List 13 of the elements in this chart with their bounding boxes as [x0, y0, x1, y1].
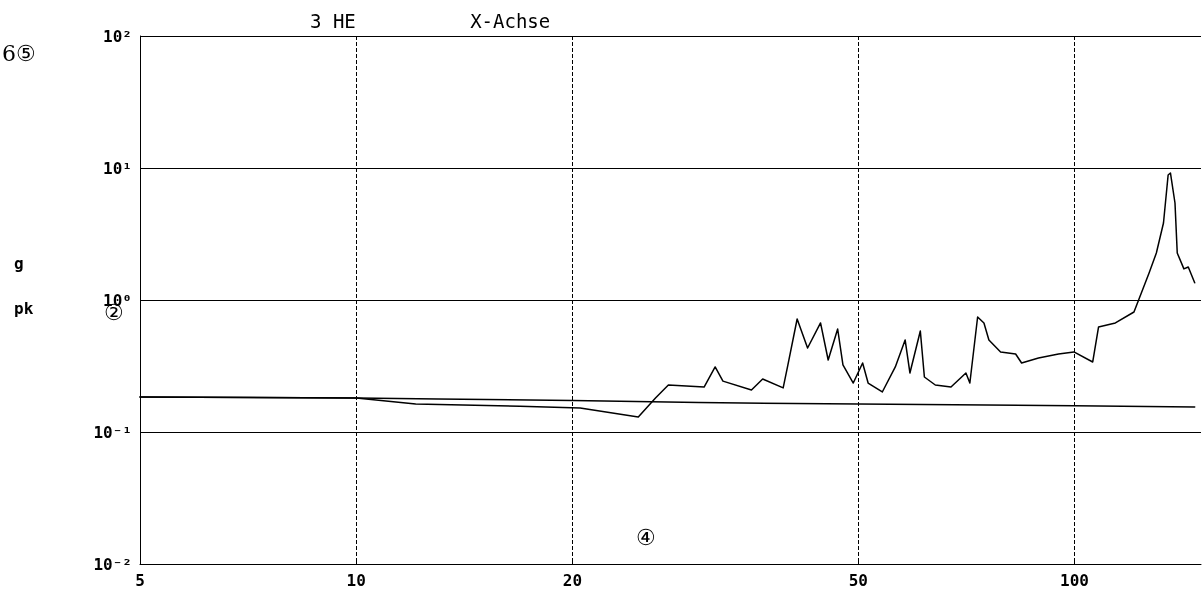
- y-tick-label: 10²: [103, 26, 132, 46]
- text: g pk: [14, 253, 34, 318]
- y-tick-label: 10⁻¹: [93, 422, 132, 442]
- x-tick-label: 10: [346, 570, 366, 590]
- x-tick-label: 100: [1060, 570, 1089, 590]
- y-tick-label: 10¹: [103, 158, 132, 178]
- x-tick-label: 50: [848, 570, 868, 590]
- y-tick-label: 10⁻²: [93, 554, 132, 574]
- x-tick-label: 20: [562, 570, 583, 590]
- chart-title: 3 HE X-Achse: [310, 9, 551, 32]
- text: 6⑤: [2, 40, 36, 66]
- annotation: ④: [636, 524, 656, 550]
- x-tick-label: 5: [135, 570, 145, 590]
